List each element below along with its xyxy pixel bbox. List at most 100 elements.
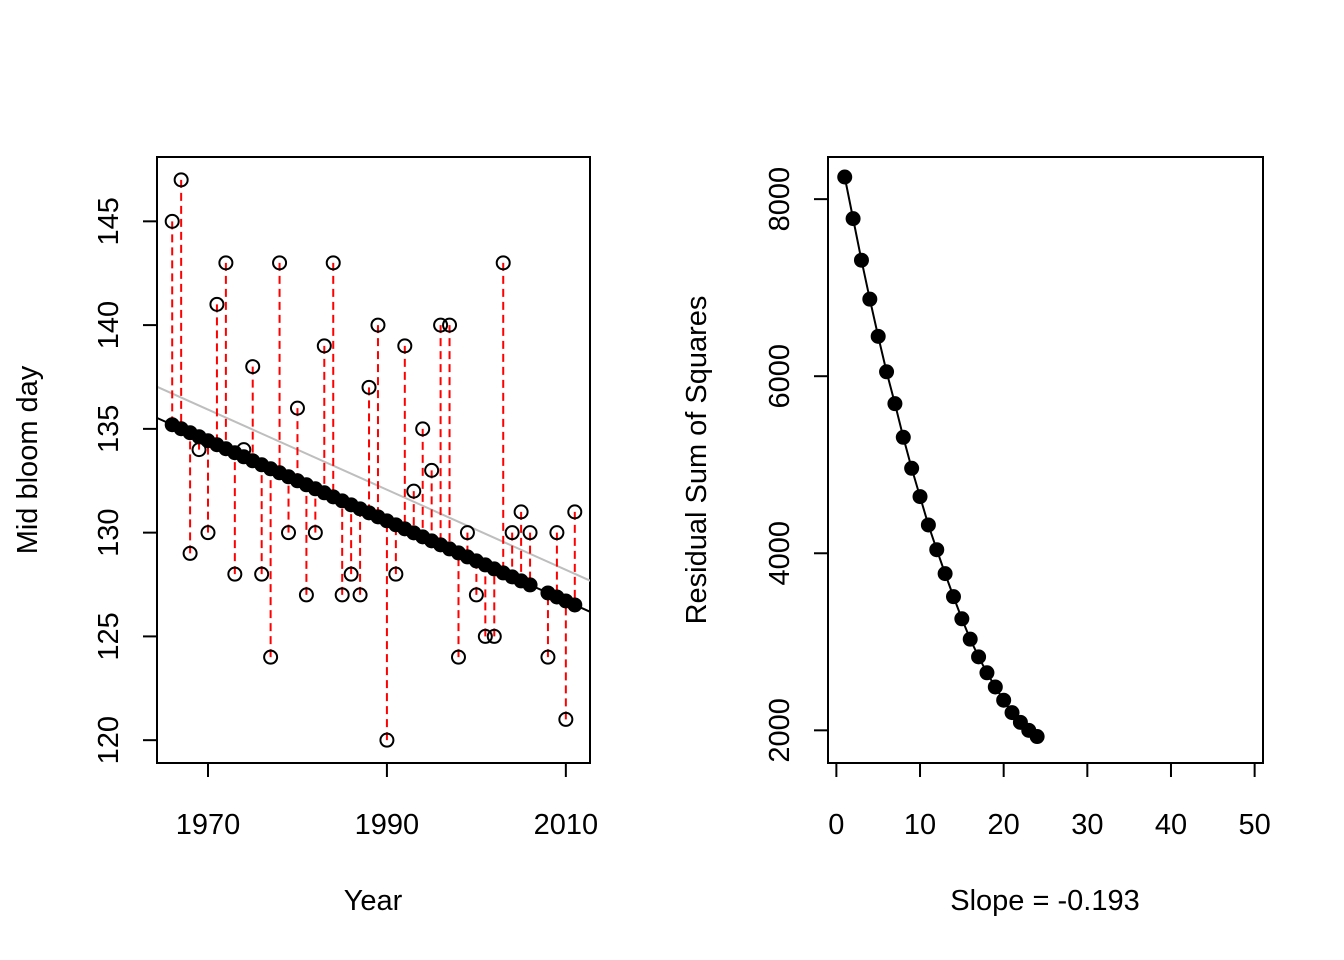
rss-point (954, 611, 970, 627)
observed-point (459, 525, 475, 541)
rss-point (945, 589, 961, 605)
observed-point (200, 525, 216, 541)
rss-point (862, 291, 878, 307)
rss-point (1004, 705, 1020, 721)
rss-point (870, 328, 886, 344)
observed-point (298, 587, 314, 603)
left-x-tick-label: 1970 (176, 809, 241, 841)
right-plot-area (837, 169, 1045, 745)
left-y-tick-label: 120 (93, 716, 125, 764)
left-y-tick-label: 130 (93, 508, 125, 556)
right-x-axis: 0 10 20 30 40 50 (828, 762, 1271, 841)
right-y-tick-label: 2000 (764, 698, 796, 763)
observed-point (173, 172, 189, 188)
observed-point (540, 649, 556, 665)
observed-point (379, 732, 395, 748)
observed-point (522, 525, 538, 541)
observed-point (325, 255, 341, 271)
left-panel: 1970 1990 2010 120 125 130 135 140 145 Year Mid… (12, 156, 599, 917)
left-regression-lines (157, 385, 590, 613)
rss-point (853, 252, 869, 268)
rss-point (962, 631, 978, 647)
right-x-tick-label: 50 (1239, 809, 1271, 841)
observed-point (549, 525, 565, 541)
left-y-tick-label: 140 (93, 301, 125, 349)
right-plot-frame (827, 156, 1264, 764)
rss-point (1029, 729, 1045, 745)
observed-point (442, 317, 458, 333)
observed-point (334, 587, 350, 603)
rss-point (895, 429, 911, 445)
observed-point (513, 504, 529, 520)
rss-series-line (843, 176, 1038, 738)
right-x-tick-label: 30 (1071, 809, 1103, 841)
rss-point (887, 396, 903, 412)
left-x-tick-label: 2010 (534, 809, 599, 841)
rss-point (879, 364, 895, 380)
observed-point (450, 649, 466, 665)
observed-point (486, 628, 502, 644)
right-x-tick-label: 20 (988, 809, 1020, 841)
observed-point (245, 359, 261, 375)
left-y-axis-title: Mid bloom day (12, 365, 44, 554)
right-y-axis-title: Residual Sum of Squares (681, 296, 713, 625)
observed-point (424, 462, 440, 478)
rss-point (937, 566, 953, 582)
right-x-axis-title: Slope = -0.193 (950, 885, 1139, 917)
observed-point (191, 442, 207, 458)
rss-point (912, 489, 928, 505)
observed-point (254, 566, 270, 582)
observed-point (370, 317, 386, 333)
left-y-tick-label: 135 (93, 405, 125, 453)
left-plot-frame (156, 156, 591, 764)
observed-point (307, 525, 323, 541)
observed-point (209, 296, 225, 312)
observed-point (415, 421, 431, 437)
observed-point (272, 255, 288, 271)
observed-point (495, 255, 511, 271)
observed-point (388, 566, 404, 582)
observed-point (352, 587, 368, 603)
observed-point (558, 711, 574, 727)
observed-point (281, 525, 297, 541)
candidate-regression-line (157, 385, 590, 582)
observed-point (316, 338, 332, 354)
observed-point (236, 442, 252, 458)
observed-point (218, 255, 234, 271)
left-residual-segments (171, 179, 576, 741)
left-y-tick-label: 145 (93, 197, 125, 245)
rss-series-points (837, 169, 1045, 745)
observed-point (182, 545, 198, 561)
observed-point (164, 213, 180, 229)
left-x-axis: 1970 1990 2010 (176, 762, 599, 841)
observed-point (397, 338, 413, 354)
right-x-tick-label: 10 (904, 809, 936, 841)
left-observed-points (164, 172, 583, 748)
left-y-tick-label: 125 (93, 612, 125, 660)
observed-point (504, 525, 520, 541)
left-fitted-points (164, 417, 583, 613)
observed-point (361, 379, 377, 395)
observed-point (567, 504, 583, 520)
observed-point (263, 649, 279, 665)
right-panel: 0 10 20 30 40 50 2000 4000 6000 8000 Slope = -0.… (681, 156, 1271, 917)
right-y-axis: 2000 4000 6000 8000 (764, 167, 829, 763)
right-x-tick-label: 40 (1155, 809, 1187, 841)
rss-point (904, 460, 920, 476)
rss-point (971, 649, 987, 665)
left-y-axis: 120 125 130 135 140 145 (93, 197, 158, 764)
right-x-tick-label: 0 (828, 809, 844, 841)
rss-point (979, 665, 995, 681)
rss-point (920, 517, 936, 533)
fitted-point (567, 597, 583, 613)
rss-point (845, 211, 861, 227)
fitted-point (522, 577, 538, 593)
observed-point (227, 566, 243, 582)
rss-point (996, 692, 1012, 708)
rss-point (837, 169, 853, 185)
right-y-tick-label: 6000 (764, 344, 796, 409)
rss-point (987, 679, 1003, 695)
right-y-tick-label: 8000 (764, 167, 796, 232)
right-y-tick-label: 4000 (764, 521, 796, 586)
